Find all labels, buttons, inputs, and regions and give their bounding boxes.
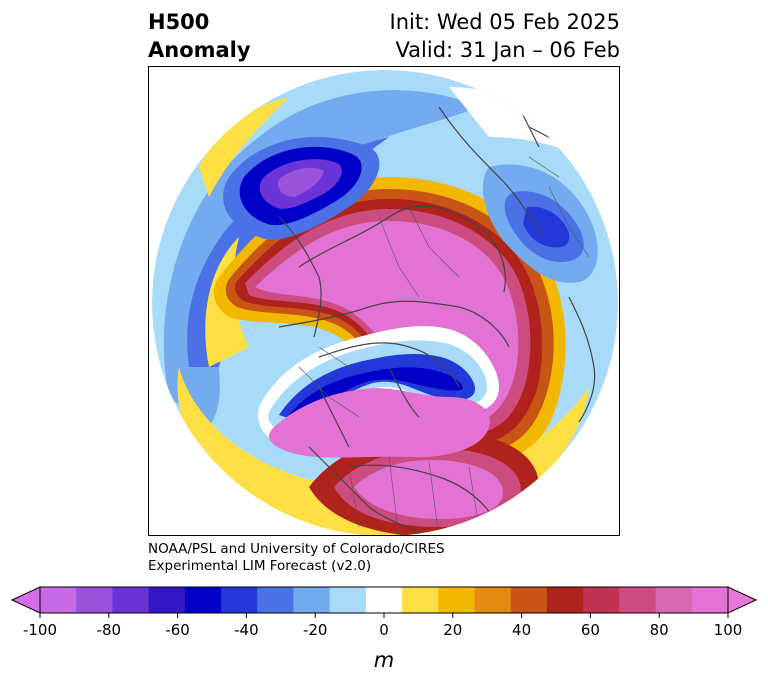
colorbar-block — [257, 587, 294, 613]
anomaly-map-svg — [152, 70, 618, 535]
colorbar-over-arrow — [727, 586, 758, 614]
colorbar-ticks: -100 -80 -60 -40 -20 0 20 40 60 80 100 — [23, 613, 742, 639]
anomaly-field — [152, 70, 618, 535]
credit-line-2: Experimental LIM Forecast (v2.0) — [148, 558, 372, 574]
borders — [298, 156, 590, 535]
colorbar-block — [112, 587, 150, 613]
polar-map — [148, 66, 620, 536]
title-kind: Anomaly — [148, 38, 251, 62]
credit-text: NOAA/PSL and University of Colorado/CIRE… — [148, 541, 445, 575]
colorbar-block — [221, 587, 258, 613]
colorbar-tick-label: 80 — [650, 621, 669, 639]
init-date: Init: Wed 05 Feb 2025 — [389, 10, 620, 34]
colorbar-tick-label: -100 — [23, 621, 57, 639]
colorbar-tick-label: 100 — [714, 621, 743, 639]
title-block-left: H500 Anomaly — [148, 8, 251, 64]
colorbar-block — [76, 587, 113, 613]
colorbar: -100 -80 -60 -40 -20 0 20 40 60 80 100 — [10, 586, 758, 639]
colorbar-tick-label: 20 — [443, 621, 462, 639]
colorbar-block — [619, 587, 657, 613]
colorbar-block — [40, 587, 77, 613]
colorbar-block — [184, 587, 222, 613]
colorbar-tick-label: 40 — [512, 621, 531, 639]
colorbar-block — [546, 587, 584, 613]
colorbar-block — [293, 587, 331, 613]
colorbar-block — [438, 587, 476, 613]
valid-period: Valid: 31 Jan – 06 Feb — [395, 38, 620, 62]
colorbar-unit: m — [373, 648, 395, 672]
colorbar-tick-label: 60 — [581, 621, 600, 639]
colorbar-block — [510, 587, 548, 613]
colorbar-tick-label: 0 — [379, 621, 389, 639]
colorbar-under-arrow — [10, 586, 41, 614]
credit-line-1: NOAA/PSL and University of Colorado/CIRE… — [148, 541, 445, 557]
colorbar-tick-label: -20 — [303, 621, 328, 639]
colorbar-block — [655, 587, 693, 613]
colorbar-blocks — [40, 587, 729, 613]
colorbar-block — [583, 587, 620, 613]
title-variable: H500 — [148, 10, 210, 34]
colorbar-tick-label: -60 — [165, 621, 190, 639]
colorbar-block — [365, 587, 403, 613]
colorbar-block — [474, 587, 512, 613]
colorbar-block — [402, 587, 439, 613]
colorbar-block — [329, 587, 367, 613]
colorbar-block — [691, 587, 729, 613]
title-block-right: Init: Wed 05 Feb 2025 Valid: 31 Jan – 06… — [390, 8, 620, 64]
colorbar-tick-label: -80 — [97, 621, 122, 639]
colorbar-block — [148, 587, 186, 613]
colorbar-tick-label: -40 — [234, 621, 259, 639]
